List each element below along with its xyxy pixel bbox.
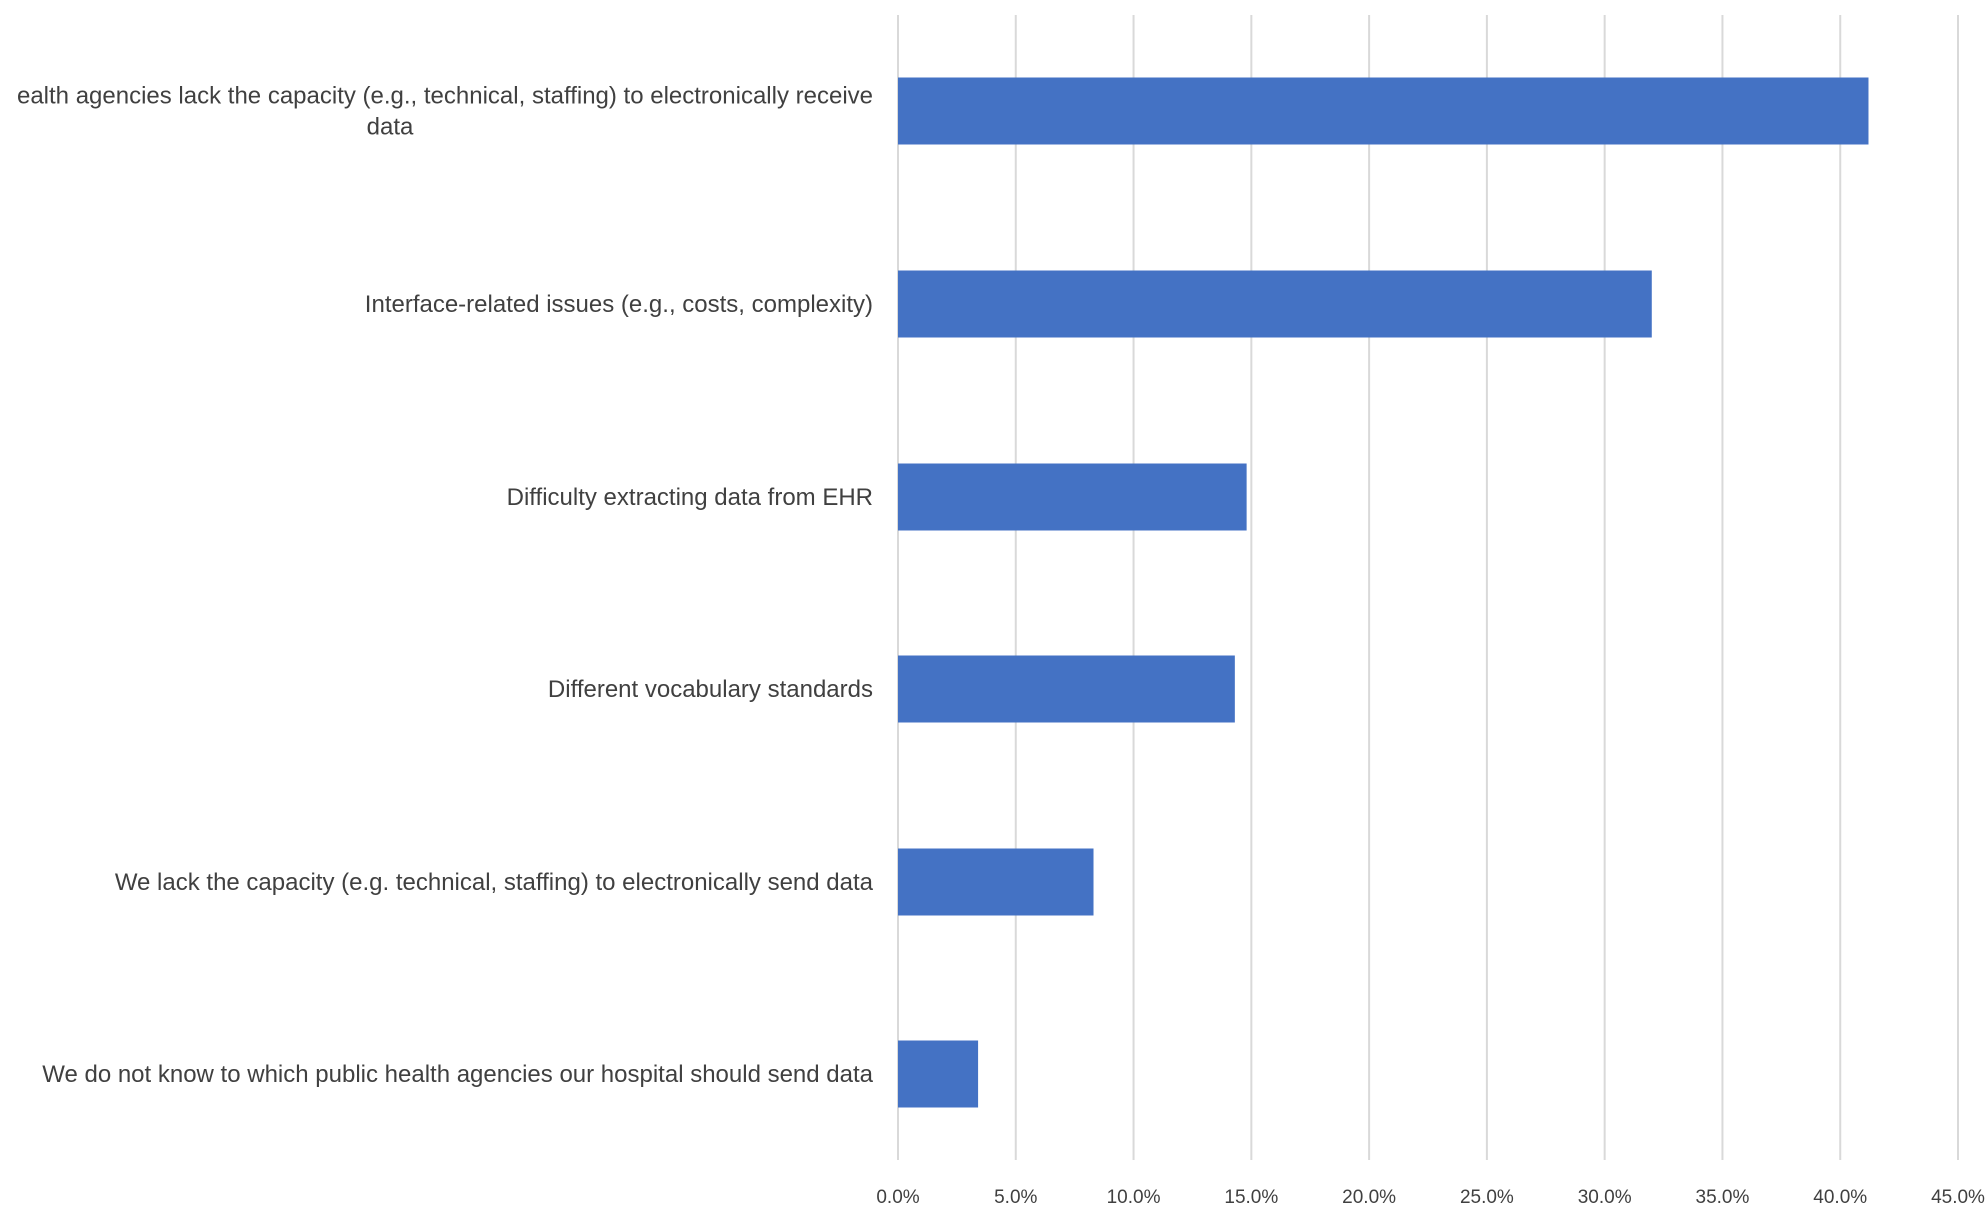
category-label-1: Interface-related issues (e.g., costs, c… [365,291,873,318]
x-tick-label-8: 40.0% [1813,1187,1867,1208]
category-labels: ealth agencies lack the capacity (e.g., … [17,83,874,1089]
category-label-0-line-0: ealth agencies lack the capacity (e.g., … [17,83,873,110]
x-tick-label-3: 15.0% [1224,1187,1278,1208]
x-tick-label-1: 5.0% [994,1187,1037,1208]
category-label-0-line-1: data [367,114,414,141]
category-label-4: We lack the capacity (e.g. technical, st… [115,869,874,896]
x-tick-label-4: 20.0% [1342,1187,1396,1208]
category-label-5: We do not know to which public health ag… [42,1061,873,1088]
x-tick-label-5: 25.0% [1460,1187,1514,1208]
bar-5 [898,1040,979,1108]
bars [898,77,1869,1108]
category-label-2: Difficulty extracting data from EHR [507,484,873,511]
x-tick-label-0: 0.0% [876,1187,919,1208]
bar-0 [898,77,1869,145]
x-tick-label-2: 10.0% [1107,1187,1161,1208]
bar-1 [898,270,1652,338]
bar-4 [898,848,1094,916]
gridlines [897,15,1959,1160]
bar-3 [898,655,1235,723]
x-tick-label-7: 35.0% [1696,1187,1750,1208]
category-label-3: Different vocabulary standards [548,676,873,703]
bar-2 [898,463,1247,531]
x-axis-tick-labels: 0.0% 5.0% 10.0% 15.0% 20.0% 25.0% 30.0% 35.0% 40… [876,1187,1985,1208]
x-tick-label-6: 30.0% [1578,1187,1632,1208]
x-tick-label-9: 45.0% [1931,1187,1985,1208]
